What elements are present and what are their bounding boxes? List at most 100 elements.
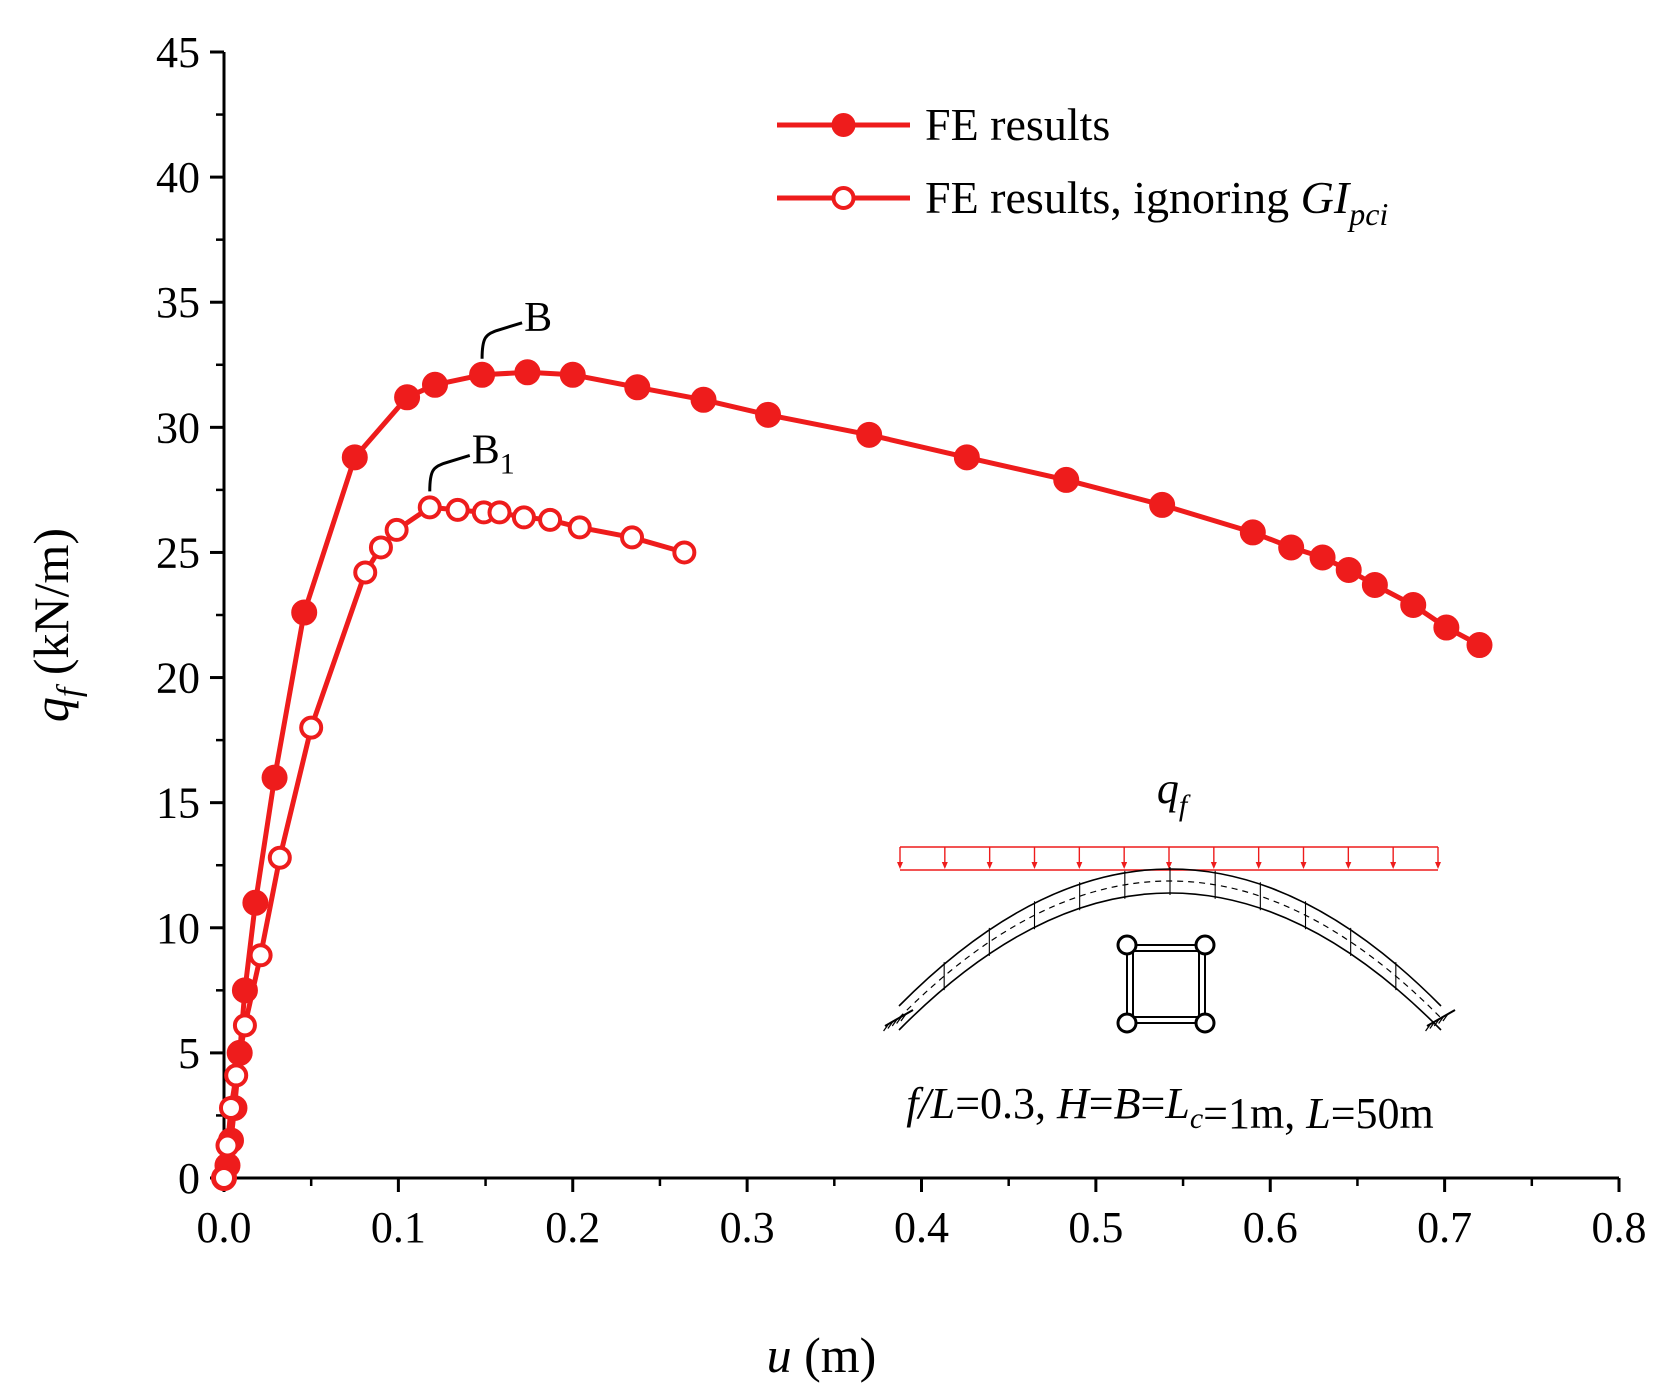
data-point-fe-ignoring-gipci [248,943,273,968]
load-arrowhead [1076,862,1083,869]
annotations: B B1 [428,295,552,492]
load-arrowhead [1300,862,1307,869]
support-hatch [1425,1023,1432,1032]
support-hatch [883,1023,890,1032]
load-label: qf [1157,764,1191,822]
support-hatch [1433,1018,1440,1027]
y-tick-label: 25 [156,528,200,577]
data-point-fe-results [755,401,782,428]
data-point-fe-results [514,359,541,386]
annotation-leader [480,321,523,359]
legend-label-fe-results: FE results [925,99,1110,150]
support-hatch [1429,1021,1436,1029]
data-point-fe-ignoring-gipci [417,495,442,520]
load-arrowhead [897,862,903,869]
support-hatch [900,1013,907,1022]
data-point-fe-results [1309,544,1336,571]
y-tick-label: 30 [156,403,200,452]
load-arrowhead [1031,862,1038,869]
support-hatch [896,1016,903,1024]
support-hatch [1442,1013,1449,1022]
inset-arch-diagram: qf f/L=0.3, H=B=Lc=1m, L=50m [883,764,1456,1138]
series-line-fe-results [221,369,1481,1179]
series-layer [211,359,1493,1191]
x-axis-title: u (m) [767,1327,877,1383]
x-tick-label: 0.7 [1417,1203,1472,1252]
data-point-fe-results [242,889,269,916]
x-tick-label: 0.4 [894,1203,949,1252]
data-point-fe-results [394,384,421,411]
data-point-fe-ignoring-gipci [368,535,393,560]
section-inner-frame [1132,950,1200,1018]
data-point-fe-ignoring-gipci [672,540,697,565]
y-tick-label: 45 [156,28,200,77]
section-chord [1194,1012,1216,1034]
data-point-fe-results [856,421,883,448]
load-arrowhead [1166,862,1172,869]
section-frame [1126,944,1206,1024]
data-point-fe-ignoring-gipci [215,1133,240,1158]
data-point-fe-ignoring-gipci [232,1013,257,1038]
y-tick-label: 40 [156,153,200,202]
x-tick-label: 0.6 [1243,1203,1298,1252]
y-tick-label: 0 [178,1154,200,1203]
legend: FE results FE results, ignoring GIpci [777,99,1388,232]
y-tick-label: 10 [156,904,200,953]
load-arrowhead [986,862,993,869]
x-tick-label: 0.3 [720,1203,775,1252]
data-point-fe-ignoring-gipci [620,525,645,550]
y-tick-label: 5 [178,1029,200,1078]
data-point-fe-results [1239,519,1266,546]
legend-label-fe-ignoring-gipci: FE results, ignoring GIpci [925,172,1388,232]
data-point-fe-results [1335,556,1362,583]
annotation-leader [428,453,471,492]
data-point-fe-results [341,444,368,471]
data-point-fe-ignoring-gipci [212,1166,236,1190]
x-tick-label: 0.8 [1592,1203,1647,1252]
data-point-fe-ignoring-gipci [224,1063,249,1088]
data-point-fe-results [421,371,448,398]
y-tick-label: 35 [156,278,200,327]
load-arrowhead [1255,862,1262,869]
inset-caption: f/L=0.3, H=B=Lc=1m, L=50m [906,1079,1433,1138]
section-chord [1116,1012,1138,1034]
data-point-fe-results [1433,614,1460,641]
legend-marker-open [831,186,856,210]
data-point-fe-ignoring-gipci [299,715,324,740]
x-tick-label: 0.0 [197,1203,252,1252]
axes: 0.0 0.1 0.2 0.3 0.4 0.5 0.6 0.7 0.8 0 5 10 15 20 25 30 3… [23,28,1647,1383]
data-point-fe-results [690,386,717,413]
section-chord [1116,934,1138,956]
data-point-fe-results [559,361,586,388]
data-point-fe-results [624,374,651,401]
arch-inner-edge [898,892,1442,1031]
load-arrowhead [1210,862,1217,869]
support-hatch [887,1021,894,1029]
data-point-fe-ignoring-gipci [538,507,563,532]
load-arrowhead [1345,862,1352,869]
data-point-fe-ignoring-gipci [267,845,292,870]
support-base [1426,1009,1456,1027]
annotation-B: B [524,295,552,341]
data-point-fe-ignoring-gipci [487,500,512,525]
data-point-fe-results [1361,571,1388,598]
y-tick-label: 15 [156,779,200,828]
load-arrowhead [1121,862,1128,869]
x-tick-label: 0.1 [371,1203,426,1252]
y-axis-title: qf (kN/m) [23,528,88,722]
data-point-fe-results [953,444,980,471]
data-point-fe-results [1053,466,1080,493]
data-point-fe-results [469,361,496,388]
support-hatch [1438,1016,1445,1024]
x-tick-label: 0.5 [1068,1203,1123,1252]
section-chord [1194,934,1216,956]
arch-centerline [898,880,1442,1019]
data-point-fe-ignoring-gipci [511,505,536,530]
load-arrowhead [1435,862,1441,869]
data-point-fe-ignoring-gipci [353,560,378,585]
y-tick-label: 20 [156,654,200,703]
data-point-fe-ignoring-gipci [218,1095,243,1120]
legend-marker-filled [831,113,856,137]
data-point-fe-results [1400,591,1427,618]
